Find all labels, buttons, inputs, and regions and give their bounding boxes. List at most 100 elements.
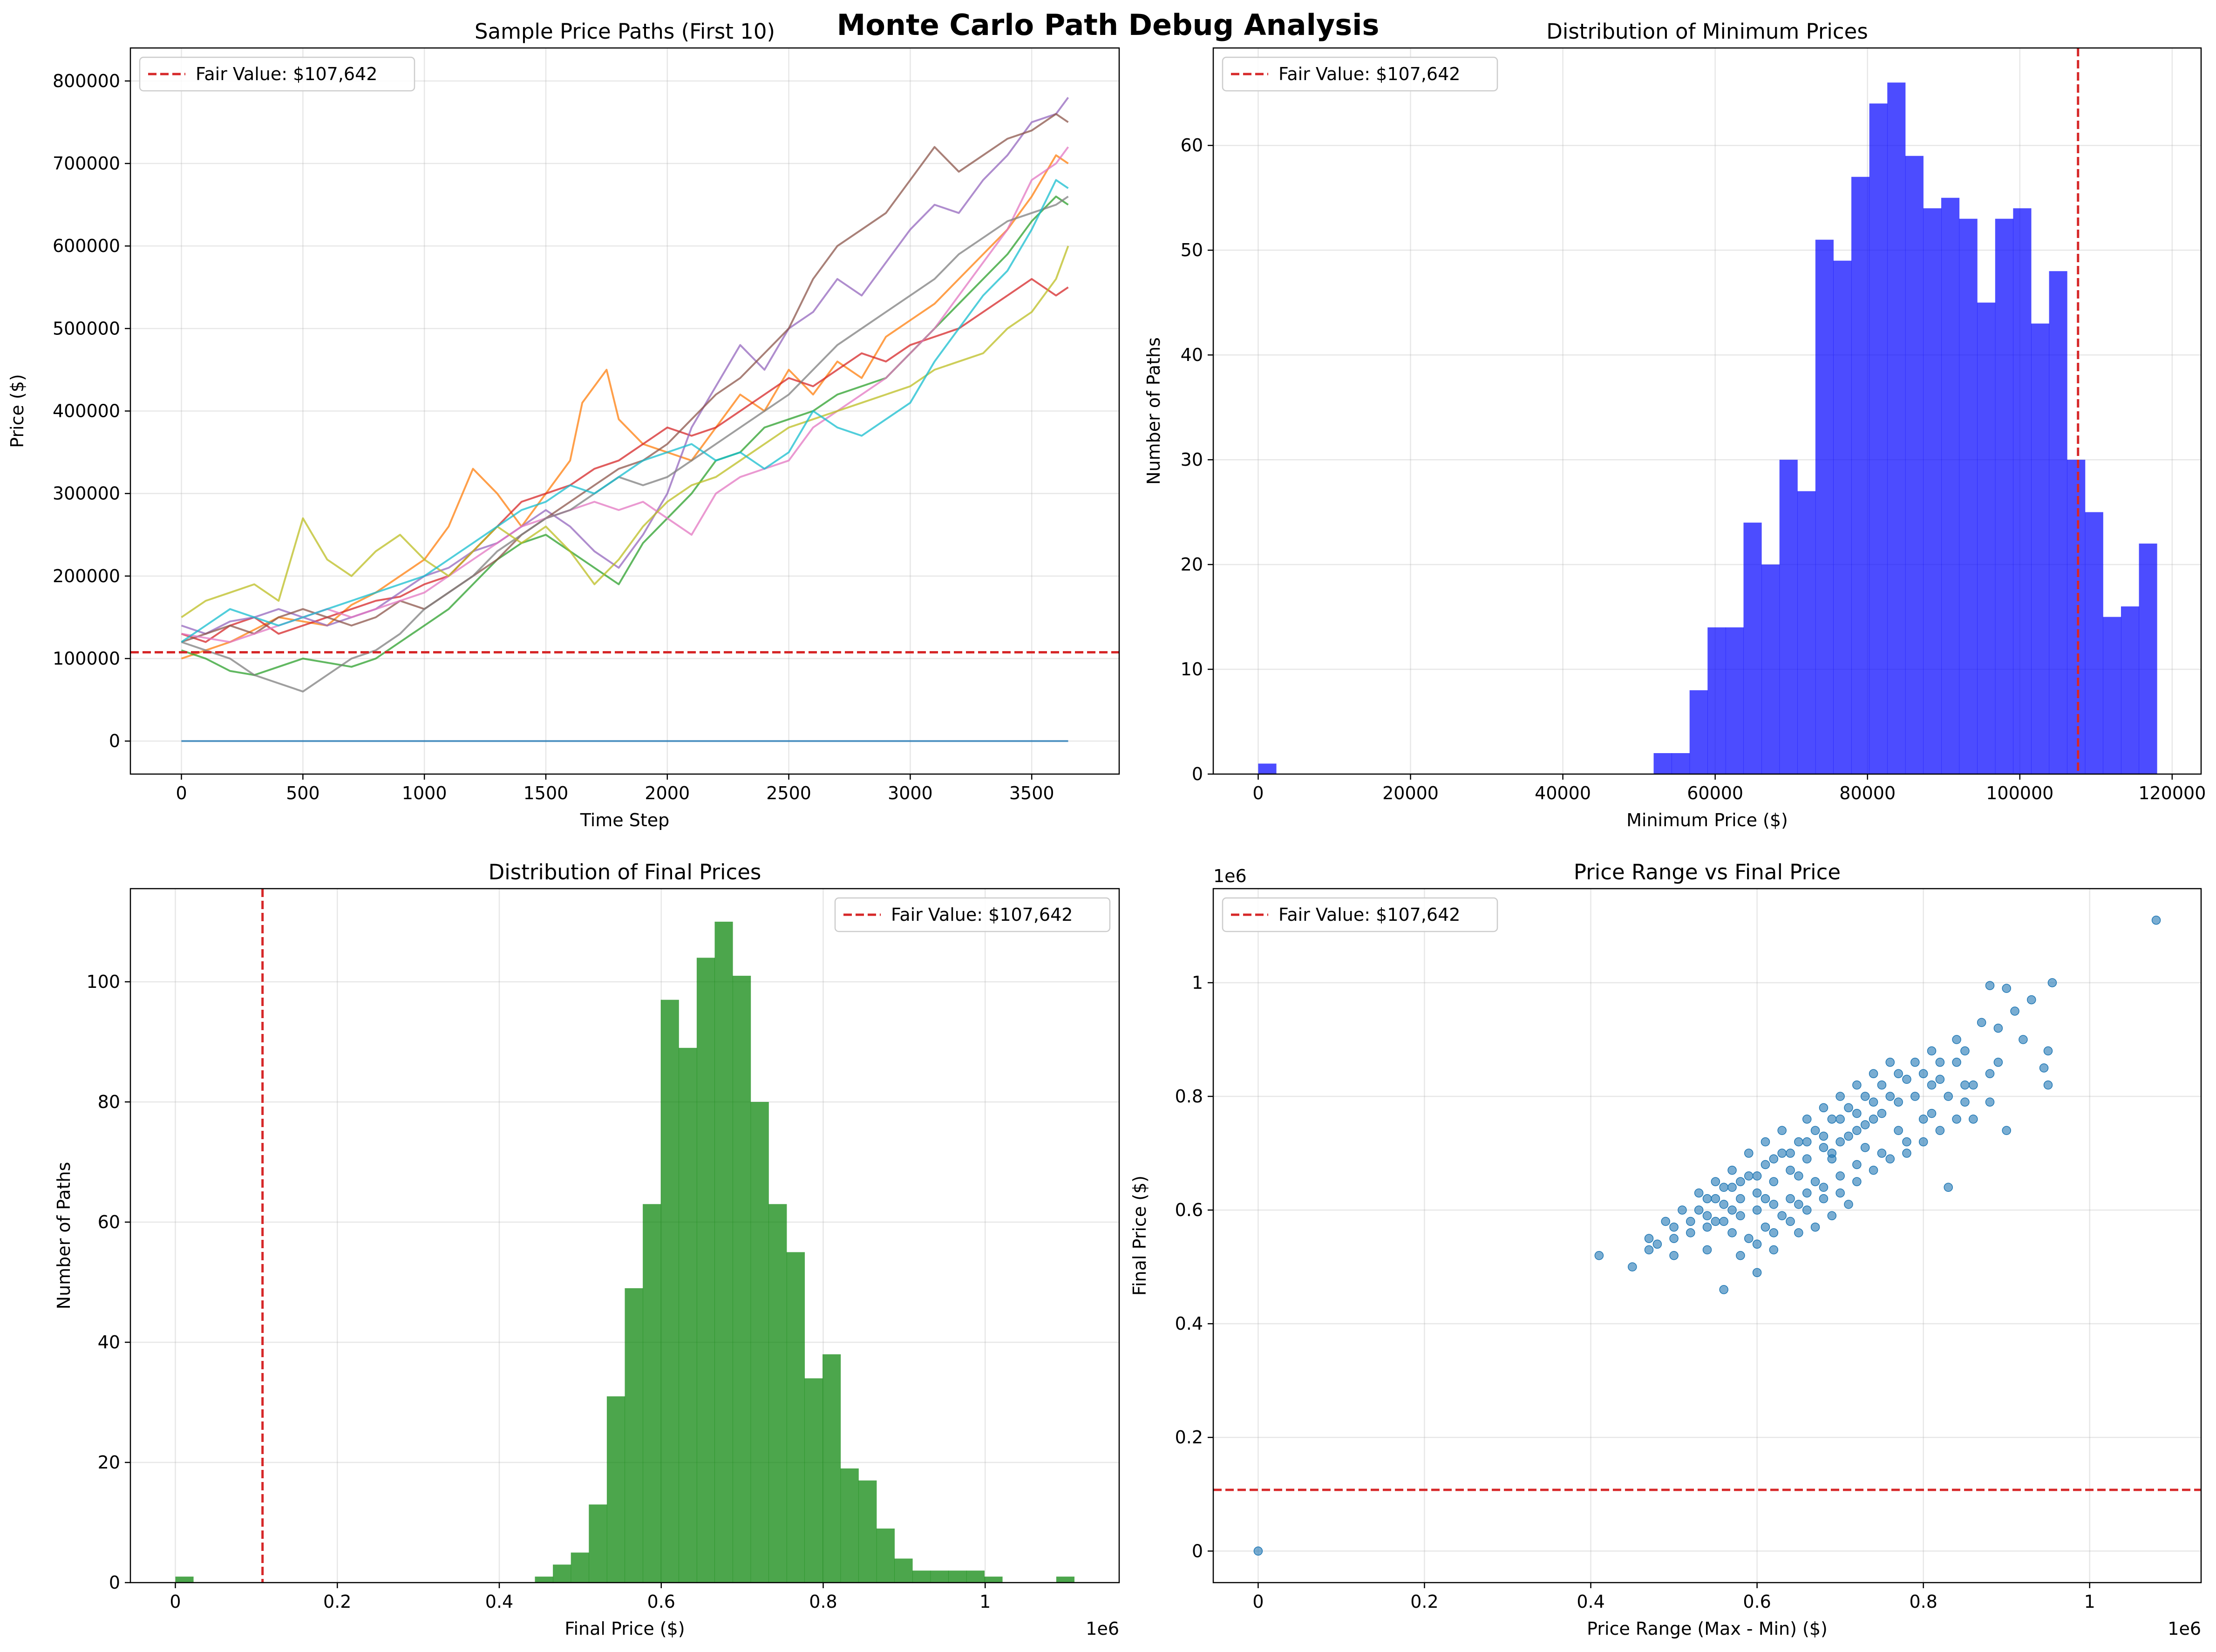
series-line-7 (181, 146, 1069, 643)
y-tick-label: 20 (1181, 554, 1203, 575)
scatter-point (1794, 1228, 1803, 1237)
histogram-bar (1779, 460, 1798, 774)
scatter-point (1719, 1183, 1728, 1192)
scatter-point (1918, 1137, 1928, 1147)
x-tick-label: 3500 (1009, 783, 1054, 803)
scatter-point (1993, 1058, 2003, 1067)
scatter-point (1669, 1222, 1679, 1232)
y-tick-label: 300000 (53, 483, 120, 504)
scatter-point (1993, 1023, 2003, 1033)
scatter-point (1744, 1171, 1754, 1181)
histogram-bar (1258, 763, 1277, 774)
histogram-bar (1923, 208, 1942, 774)
histogram-bar (1941, 197, 1960, 774)
series-line-9 (181, 245, 1069, 619)
histogram-bar (768, 1204, 787, 1583)
x-tick-label: 2500 (766, 783, 811, 803)
scatter-point (1736, 1194, 1745, 1203)
histogram-bar (1869, 103, 1888, 774)
scatter-point (1827, 1115, 1837, 1124)
x-tick-label: 0 (1252, 1591, 1264, 1612)
scatter-point (2002, 1126, 2011, 1135)
scatter-point (1669, 1251, 1679, 1260)
scatter-point (1794, 1200, 1803, 1209)
x-axis-label: Final Price ($) (564, 1618, 685, 1639)
x-tick-label: 80000 (1839, 783, 1896, 803)
x-axis-label: Price Range (Max - Min) ($) (1587, 1618, 1828, 1639)
scatter-point (1810, 1126, 1820, 1135)
legend: Fair Value: $107,642 (139, 56, 415, 92)
scatter-point (1944, 1092, 1953, 1101)
chart-panel-paths: 0 500 1000 1500 2000 2500 3000 3500 0 100000 20000… (7, 19, 1120, 830)
scatter-point (1952, 1035, 1961, 1044)
x-tick-label: 1000 (402, 783, 447, 803)
x-tick-label: 0 (176, 783, 187, 803)
scatter-point (1835, 1092, 1845, 1101)
y-tick-label: 40 (98, 1332, 120, 1353)
histogram-bar (2103, 617, 2121, 774)
scatter-point (1852, 1126, 1862, 1135)
histogram-bar (733, 976, 751, 1583)
scatter-point (1927, 1080, 1937, 1090)
x-tick-label: 100000 (1986, 783, 2053, 803)
scatter-point (1769, 1154, 1779, 1164)
x-axis-label: Time Step (580, 810, 670, 830)
y-tick-label: 60 (1181, 135, 1203, 156)
scatter-point (1777, 1211, 1787, 1221)
scatter-point (1944, 1183, 1953, 1192)
x-tick-label: 0.4 (485, 1591, 513, 1612)
x-tick-label: 0 (170, 1591, 181, 1612)
scatter-point (1827, 1149, 1837, 1158)
histogram-bar (1851, 177, 1870, 774)
x-tick-label: 0.2 (1410, 1591, 1438, 1612)
y-tick-label: 700000 (53, 153, 120, 174)
scatter-point (1727, 1165, 1737, 1175)
scatter-point (1827, 1211, 1837, 1221)
scatter-point (1678, 1205, 1687, 1215)
histogram-bar (1672, 753, 1690, 774)
x-tick-label: 40000 (1535, 783, 1591, 803)
axes-frame (1212, 47, 2202, 775)
scatter-point (1860, 1120, 1870, 1129)
y-tick-label: 100000 (53, 648, 120, 669)
histogram-bar (660, 999, 679, 1583)
histogram-bar (1653, 753, 1672, 774)
scatter-point (1736, 1251, 1745, 1260)
scatter-point (1253, 1546, 1263, 1556)
histogram-bar (696, 958, 715, 1583)
data-layer (1258, 48, 2157, 774)
y-tick-label: 30 (1181, 449, 1203, 470)
histogram-bar (1887, 82, 1906, 774)
histogram-bar (2139, 544, 2157, 774)
y-tick-label: 0 (109, 1572, 120, 1593)
histogram-bar (679, 1047, 697, 1583)
histogram-bar (2085, 512, 2103, 774)
x-axis-label: Minimum Price ($) (1626, 810, 1788, 830)
scatter-point (1736, 1211, 1745, 1221)
histogram-bar (876, 1528, 895, 1583)
scatter-point (1777, 1126, 1787, 1135)
histogram-bar (894, 1558, 913, 1583)
scatter-point (1711, 1194, 1720, 1203)
scatter-point (1702, 1194, 1712, 1203)
histogram-bar (589, 1504, 607, 1583)
histogram-bar (786, 1252, 805, 1583)
y-tick-label: 600000 (53, 236, 120, 256)
scatter-point (1752, 1205, 1762, 1215)
scatter-point (1902, 1074, 1911, 1084)
x-tick-label: 20000 (1382, 783, 1439, 803)
scatter-point (1777, 1149, 1787, 1158)
axes-frame (1212, 888, 2202, 1584)
scatter-point (1761, 1137, 1770, 1147)
scatter-point (1652, 1239, 1662, 1249)
scatter-point (1969, 1080, 1978, 1090)
histogram-bar (1995, 218, 2013, 774)
scatter-point (1802, 1154, 1812, 1164)
scatter-point (2027, 995, 2036, 1005)
histogram-bar (912, 1570, 931, 1583)
scatter-point (1702, 1245, 1712, 1255)
histogram-bar (571, 1552, 589, 1583)
scatter-point (2002, 984, 2011, 993)
scatter-point (1769, 1245, 1779, 1255)
